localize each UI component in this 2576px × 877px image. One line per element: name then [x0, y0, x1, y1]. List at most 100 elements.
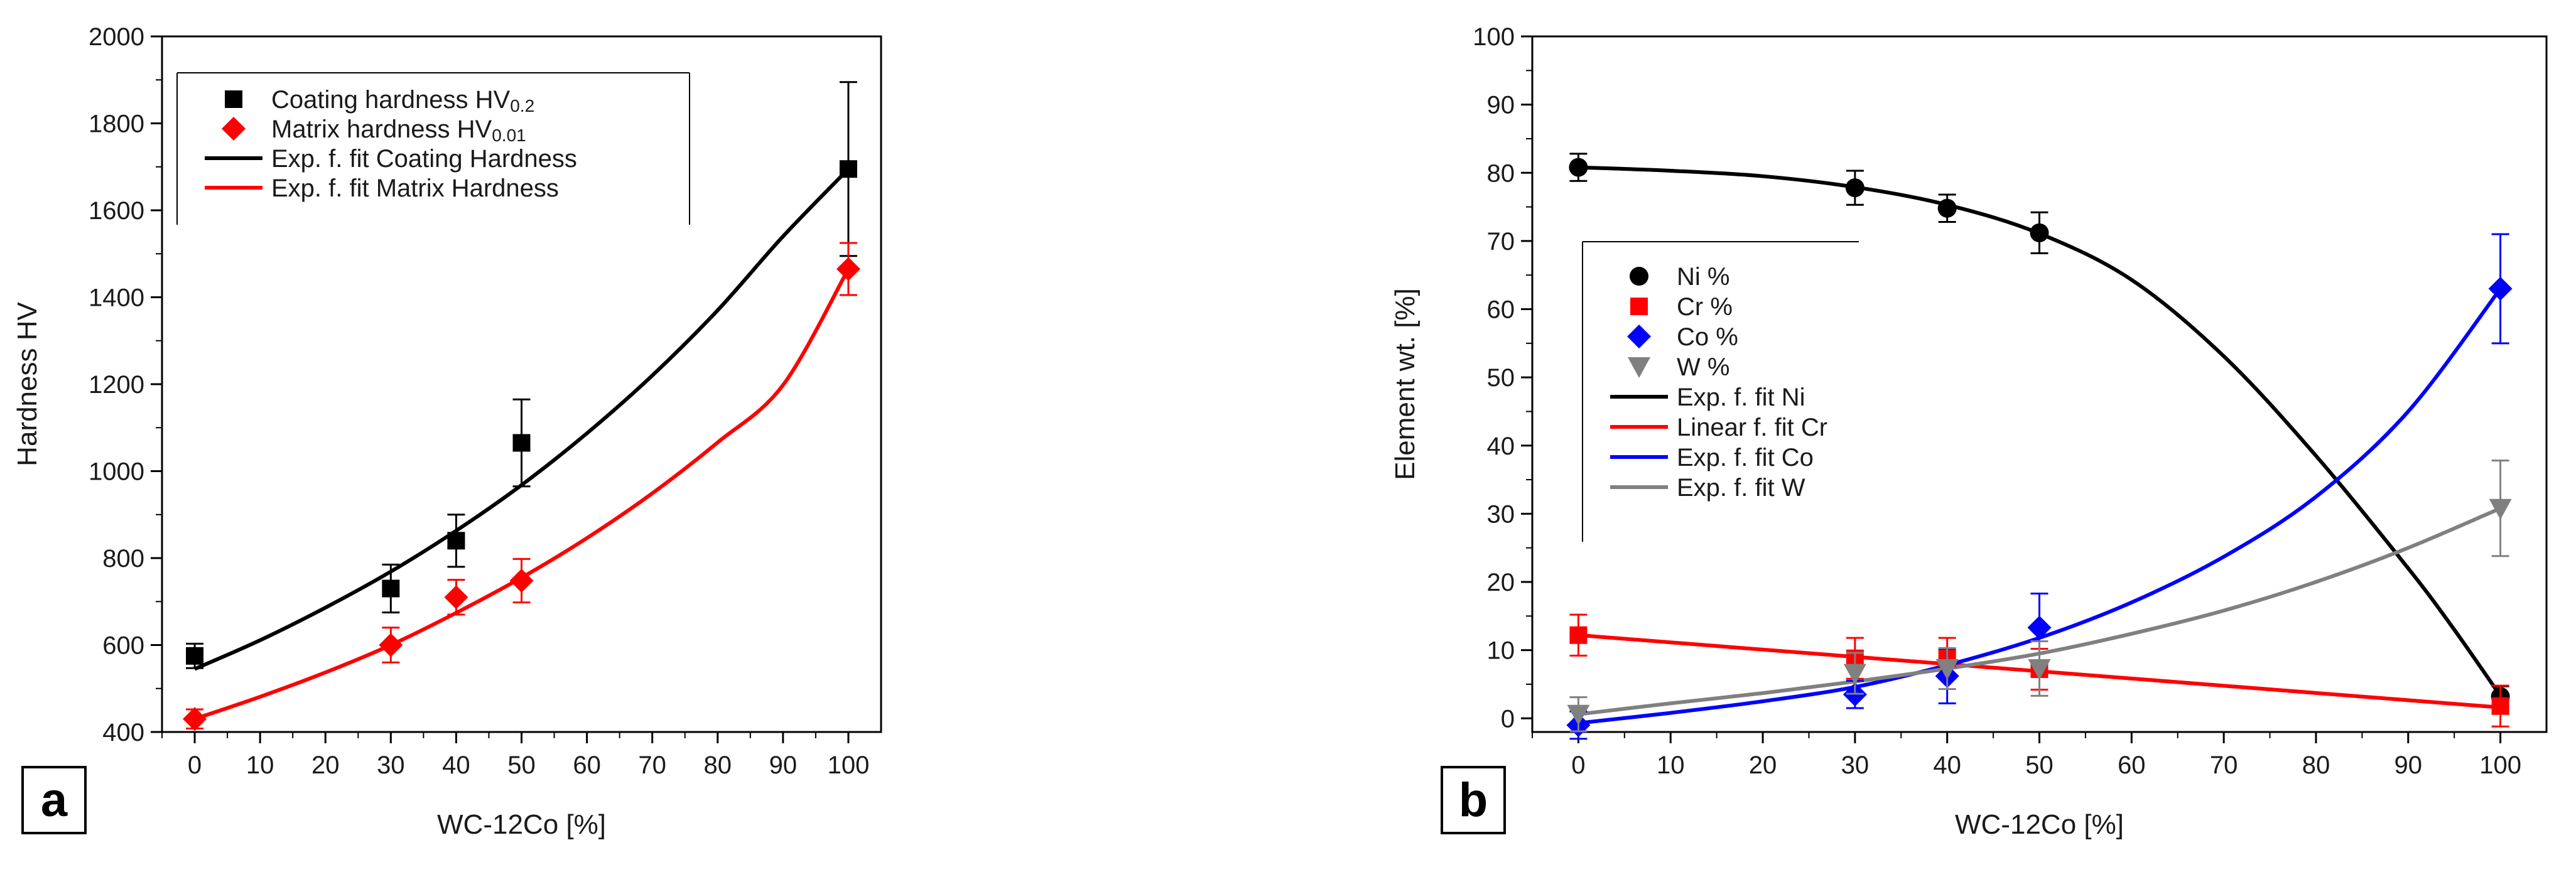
x-tick-label: 70 [638, 751, 666, 779]
legend-label-subscript: 0.01 [492, 126, 526, 145]
legend-label: Cr % [1677, 293, 1733, 321]
data-point [1937, 198, 1957, 218]
data-point [444, 585, 468, 610]
legend-label: Exp. f. fit Coating Hardness [271, 145, 577, 173]
data-point [1569, 158, 1588, 177]
y-axis-title: Hardness HV [12, 302, 43, 466]
data-point [1845, 178, 1864, 198]
y-tick-label: 800 [102, 545, 144, 573]
x-tick-label: 20 [1749, 751, 1777, 779]
data-point [836, 257, 860, 281]
legend-label: Exp. f. fit Ni [1677, 384, 1805, 411]
legend-label: Co % [1677, 323, 1738, 351]
data-point [1935, 659, 1959, 680]
legend-label: Exp. f. fit Co [1677, 444, 1814, 471]
y-tick-label: 20 [1487, 569, 1515, 596]
legend-marker [1628, 357, 1650, 378]
x-tick-label: 10 [1657, 751, 1685, 779]
legend-label: Matrix hardness HV0.01 [271, 116, 526, 145]
legend-label: Exp. f. fit W [1677, 474, 1805, 502]
legend-label: Linear f. fit Cr [1677, 414, 1827, 441]
legend-label: Ni % [1677, 263, 1729, 291]
y-tick-label: 10 [1487, 637, 1515, 665]
data-point [447, 532, 465, 550]
y-tick-label: 90 [1487, 92, 1515, 119]
y-tick-label: 0 [1501, 705, 1515, 733]
data-point [1569, 626, 1588, 644]
data-point [1567, 704, 1590, 726]
data-point [509, 569, 534, 593]
data-point [2028, 659, 2051, 680]
x-tick-label: 100 [2479, 751, 2521, 779]
data-point [1843, 664, 1866, 685]
panel-letter: b [1459, 773, 1488, 827]
legend-marker [1630, 267, 1648, 286]
x-tick-label: 90 [2395, 751, 2423, 779]
x-tick-label: 60 [2118, 751, 2146, 779]
fit-line [1578, 165, 2503, 697]
data-point [382, 579, 400, 598]
y-tick-label: 1000 [89, 458, 144, 486]
legend-label: W % [1677, 353, 1729, 381]
y-tick-label: 1200 [89, 371, 144, 399]
x-tick-label: 40 [442, 751, 470, 779]
x-tick-label: 10 [246, 751, 274, 779]
x-tick-label: 30 [1841, 751, 1870, 779]
y-tick-label: 50 [1487, 364, 1515, 392]
y-tick-label: 2000 [89, 23, 144, 51]
panel-letter-box [21, 766, 87, 834]
data-point [186, 647, 204, 665]
data-point [2489, 498, 2512, 520]
y-tick-label: 600 [102, 632, 144, 660]
legend-label-main: Matrix hardness HV [271, 116, 492, 143]
y-tick-label: 400 [102, 719, 144, 746]
legend-label-main: Coating hardness HV [271, 86, 511, 114]
legend-marker [225, 90, 242, 108]
data-point [183, 707, 207, 731]
x-tick-label: 0 [1571, 751, 1585, 779]
legend-marker [1630, 298, 1648, 315]
y-axis-title: Element wt. [%] [1390, 288, 1421, 480]
data-point [2027, 615, 2052, 640]
panel-letter: a [41, 773, 68, 827]
fit-line [1578, 288, 2502, 725]
x-tick-label: 100 [828, 751, 870, 779]
panel-letter-box [1441, 766, 1506, 834]
panel-a: 0 10 20 30 40 50 60 70 80 90 100 400 600 800 1000 1200 1… [12, 23, 882, 840]
legend-marker [222, 117, 246, 141]
x-tick-label: 50 [507, 751, 536, 779]
x-tick-label: 80 [2302, 751, 2330, 779]
y-tick-label: 40 [1487, 433, 1515, 460]
fit-line [194, 268, 850, 721]
x-tick-label: 0 [188, 751, 202, 779]
y-tick-label: 1600 [89, 197, 144, 225]
x-axis-title: WC-12Co [%] [1955, 809, 2124, 840]
y-tick-label: 60 [1487, 296, 1515, 324]
y-tick-label: 1800 [89, 110, 144, 138]
y-tick-label: 100 [1473, 23, 1515, 51]
legend-label: Coating hardness HV0.2 [271, 86, 534, 116]
data-point [839, 160, 857, 178]
data-point [2488, 276, 2513, 301]
x-tick-label: 30 [377, 751, 405, 779]
y-tick-label: 30 [1487, 500, 1515, 528]
y-tick-label: 1400 [89, 284, 144, 312]
y-tick-label: 70 [1487, 228, 1515, 256]
x-axis-title: WC-12Co [%] [437, 809, 606, 840]
data-point [379, 633, 403, 657]
fit-line [193, 168, 850, 671]
data-point [2030, 223, 2049, 242]
x-tick-label: 80 [704, 751, 732, 779]
legend-marker [1627, 325, 1651, 348]
x-tick-label: 60 [573, 751, 601, 779]
x-tick-label: 70 [2210, 751, 2238, 779]
x-tick-label: 20 [311, 751, 340, 779]
x-tick-label: 50 [2025, 751, 2054, 779]
x-tick-label: 40 [1933, 751, 1961, 779]
panel-b: 0 10 20 30 40 50 60 70 80 90 100 0 10 20 30 40 50 60 70 80 9… [1390, 23, 2548, 840]
data-point [2491, 697, 2509, 715]
data-point [512, 434, 531, 452]
legend-label-subscript: 0.2 [510, 96, 534, 116]
legend-label: Exp. f. fit Matrix Hardness [271, 175, 559, 202]
x-tick-label: 90 [769, 751, 798, 779]
